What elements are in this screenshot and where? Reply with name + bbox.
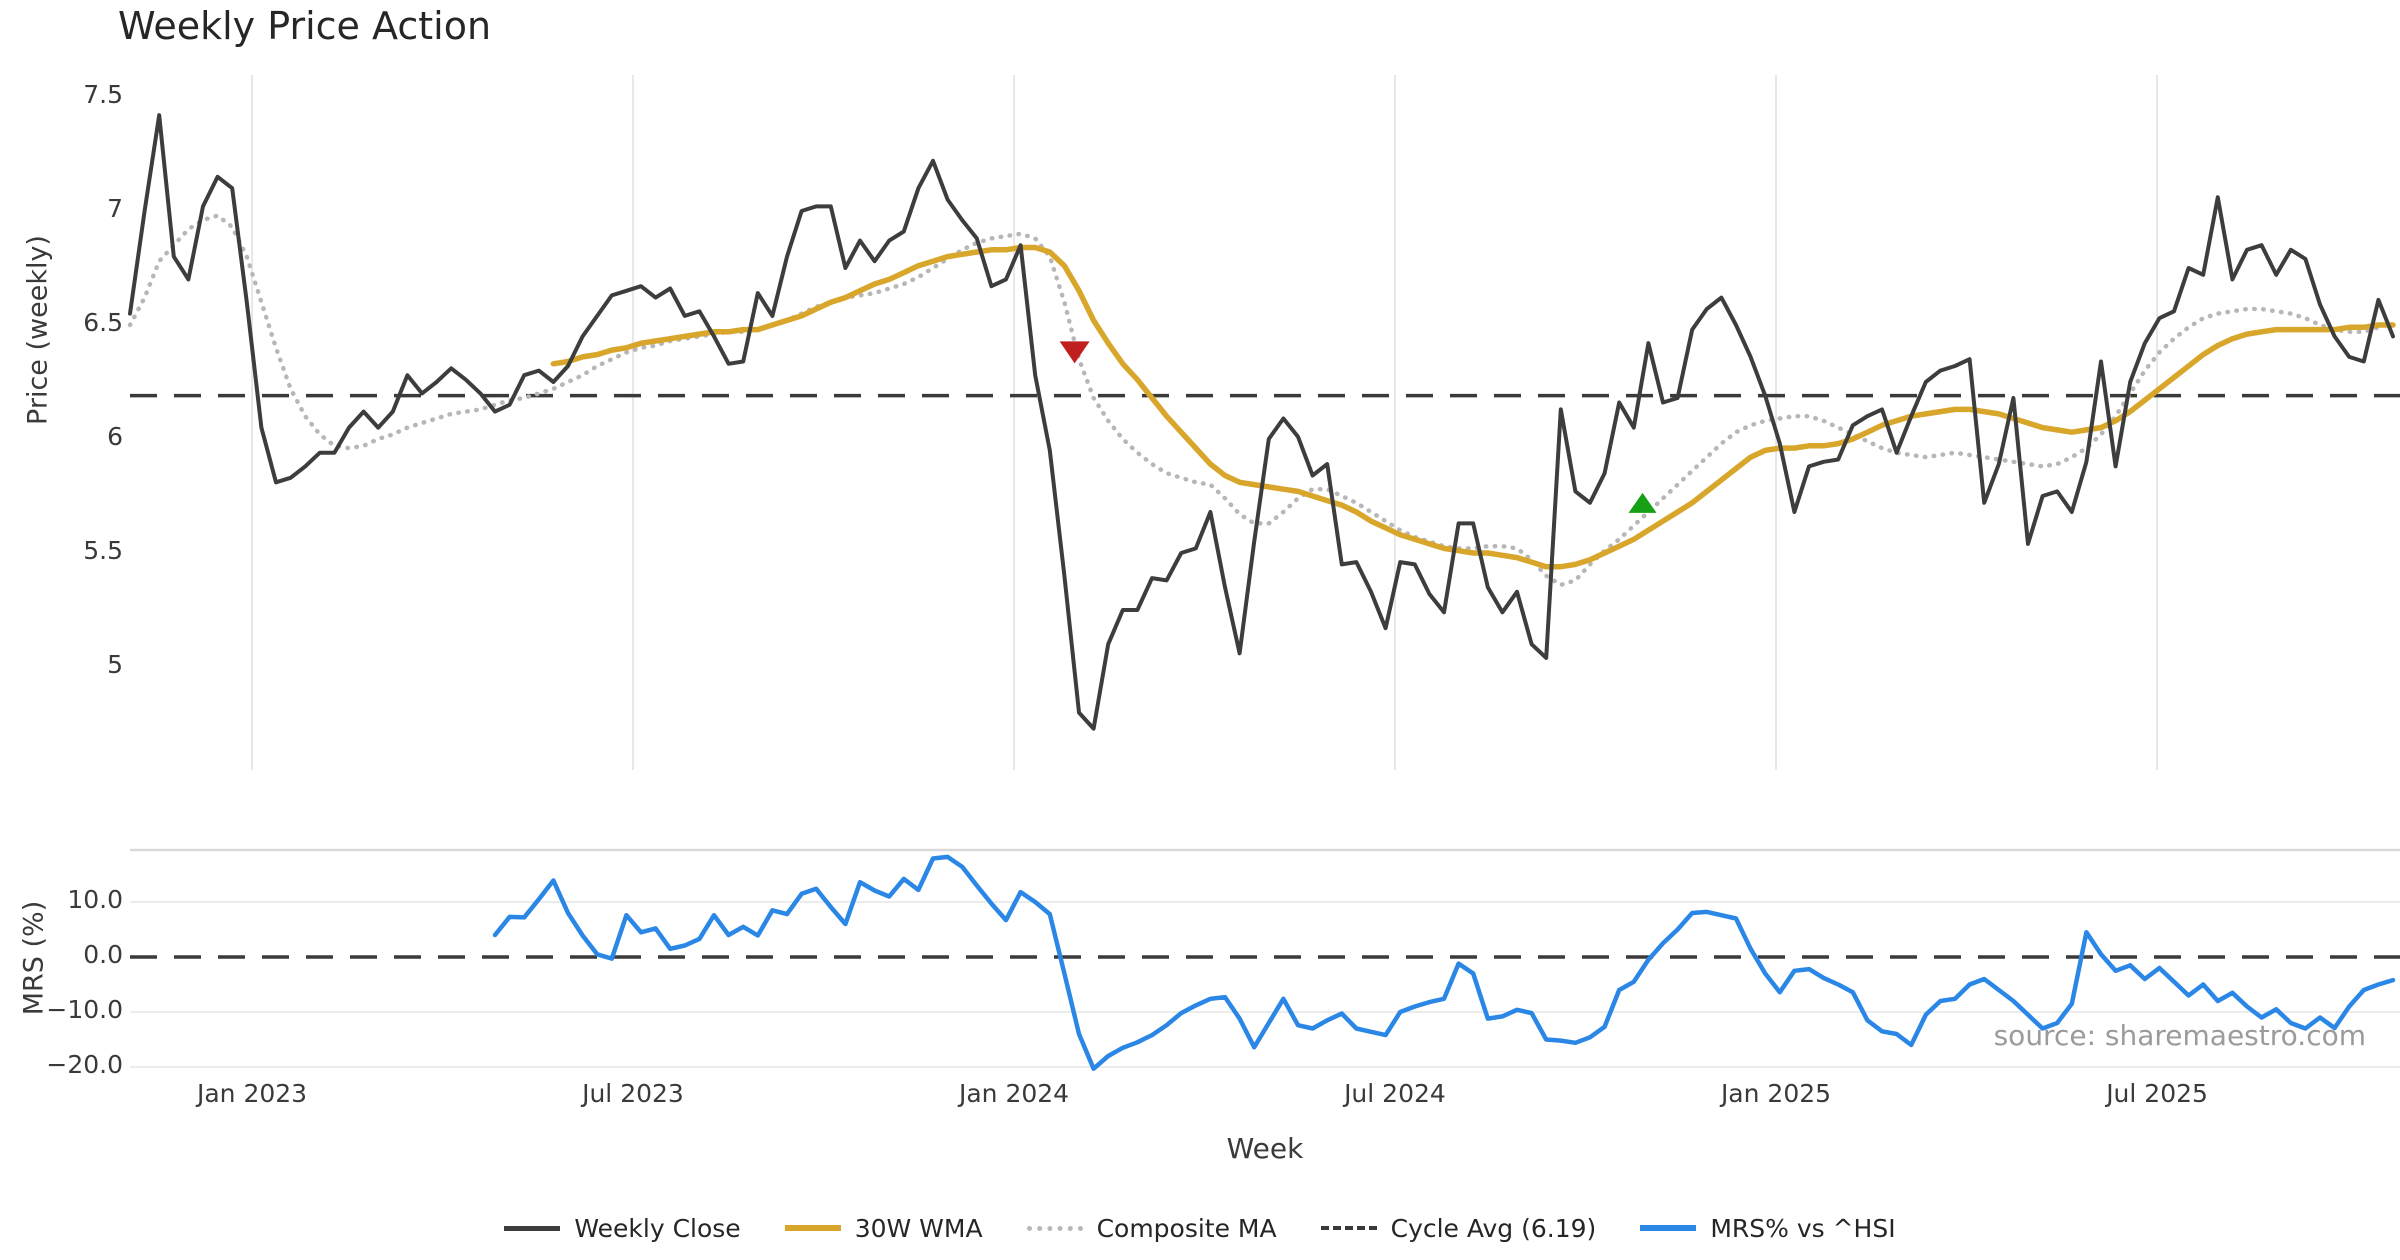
page-title: Weekly Price Action: [118, 4, 492, 48]
legend-item-composite-ma: Composite MA: [1026, 1213, 1277, 1243]
legend: Weekly Close 30W WMA Composite MA Cycle Avg…: [0, 1201, 2400, 1255]
legend-label: Cycle Avg (6.19): [1390, 1213, 1597, 1243]
xtick-jul-2025: Jul 2025: [2106, 1079, 2208, 1108]
legend-swatch: [784, 1225, 841, 1231]
mrs-ytick--20: −20.0: [46, 1050, 123, 1079]
price-ytick-7.5: 7.5: [83, 80, 123, 109]
30w-wma-line: [550, 244, 2396, 570]
price-ytick-6: 6: [107, 422, 123, 451]
sell-signal-marker: [1059, 341, 1090, 364]
legend-item-cycle-avg-6-19-: Cycle Avg (6.19): [1320, 1213, 1597, 1243]
x-axis-label: Week: [1226, 1132, 1304, 1165]
xtick-jan-2023: Jan 2023: [196, 1079, 308, 1108]
xtick-jul-2023: Jul 2023: [582, 1079, 684, 1108]
legend-item-weekly-close: Weekly Close: [504, 1213, 741, 1243]
xtick-jul-2024: Jul 2024: [1344, 1079, 1446, 1108]
legend-swatch: [504, 1225, 561, 1231]
price-ytick-5.5: 5.5: [83, 536, 123, 565]
source-watermark: source: sharemaestro.com: [1993, 1019, 2366, 1052]
mrs-ytick--10: −10.0: [46, 995, 123, 1024]
buy-signal-marker: [1628, 492, 1657, 513]
mrs-ytick-10: 10.0: [67, 885, 123, 914]
legend-swatch: [1320, 1226, 1377, 1230]
weekly-close-line: [128, 113, 2395, 731]
legend-swatch: [1026, 1225, 1083, 1231]
mrs-vs-hsi-line: [492, 854, 2396, 1071]
legend-label: Weekly Close: [574, 1213, 741, 1243]
price-ytick-7: 7: [107, 194, 123, 223]
mrs-ytick-0: 0.0: [83, 940, 123, 969]
xtick-jan-2025: Jan 2025: [1720, 1079, 1832, 1108]
legend-label: MRS% vs ^HSI: [1710, 1213, 1896, 1243]
legend-label: 30W WMA: [854, 1213, 983, 1243]
legend-item-mrs-vs-hsi: MRS% vs ^HSI: [1640, 1213, 1896, 1243]
price-ytick-5: 5: [107, 650, 123, 679]
composite-ma-line: [127, 213, 2396, 588]
price-ytick-6.5: 6.5: [83, 308, 123, 337]
xtick-jan-2024: Jan 2024: [958, 1079, 1070, 1108]
legend-swatch: [1640, 1225, 1697, 1231]
legend-label: Composite MA: [1096, 1213, 1277, 1243]
legend-item-30w-wma: 30W WMA: [784, 1213, 983, 1243]
